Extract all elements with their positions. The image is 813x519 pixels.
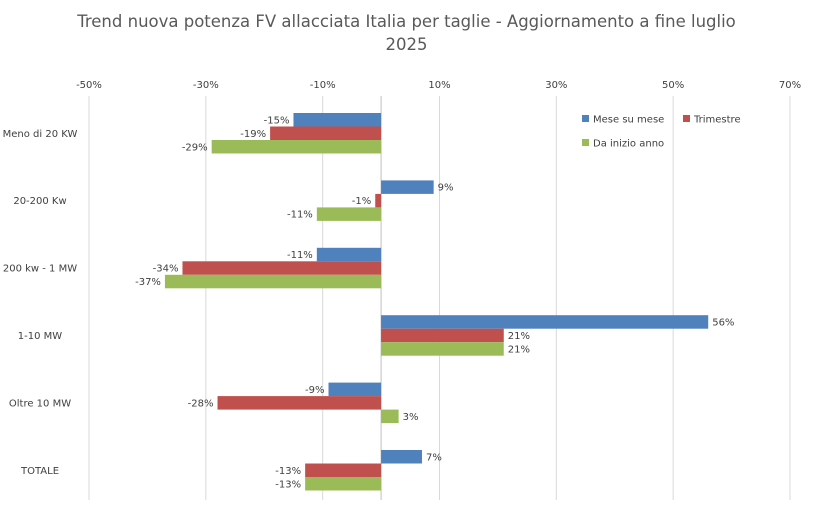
legend-label: Trimestre (693, 115, 741, 126)
data-label: 21% (508, 331, 530, 342)
data-label: 3% (403, 412, 419, 423)
bar (305, 477, 382, 491)
x-tick-label: 50% (662, 80, 684, 91)
bar (316, 247, 382, 262)
bar (270, 126, 382, 140)
data-label: -11% (287, 250, 313, 261)
data-label: 9% (438, 183, 454, 194)
bar (211, 140, 382, 154)
bar (381, 450, 422, 464)
data-label: -15% (264, 115, 290, 126)
legend-swatch (683, 115, 690, 122)
bar (316, 207, 382, 221)
bar (328, 382, 382, 397)
bar (381, 328, 504, 343)
bar (217, 396, 382, 410)
chart-title-line-2: 2025 (385, 35, 428, 54)
data-label: 7% (426, 452, 442, 463)
bar (381, 409, 399, 424)
data-label: -1% (352, 196, 371, 207)
x-tick-label: -30% (193, 80, 219, 91)
bar (164, 274, 382, 289)
x-tick-label: -50% (76, 80, 102, 91)
bar (182, 261, 382, 275)
data-label: 56% (712, 317, 734, 328)
category-label: 1-10 MW (18, 331, 63, 342)
legend-swatch (582, 115, 589, 122)
data-label: -28% (188, 398, 214, 409)
bar (381, 342, 504, 356)
x-tick-label: 70% (779, 80, 801, 91)
category-label: Meno di 20 KW (3, 129, 78, 140)
legend-label: Mese su mese (593, 115, 664, 126)
x-tick-label: 10% (428, 80, 450, 91)
legend-label: Da inizio anno (593, 139, 664, 150)
category-label: Oltre 10 MW (9, 398, 71, 409)
category-label: 20-200 Kw (13, 196, 66, 207)
bar (305, 463, 382, 477)
category-label: TOTALE (20, 466, 59, 477)
category-label: 200 kw - 1 MW (3, 264, 77, 275)
chart-title-line-1: Trend nuova potenza FV allacciata Italia… (77, 12, 736, 31)
bar (381, 315, 709, 329)
data-label: -37% (135, 277, 161, 288)
data-label: -29% (182, 142, 208, 153)
x-tick-label: 30% (545, 80, 567, 91)
bar (381, 180, 434, 194)
data-label: -19% (240, 129, 266, 140)
data-label: -11% (287, 210, 313, 221)
data-label: 21% (508, 344, 530, 355)
legend-swatch (582, 139, 589, 146)
bar (293, 113, 382, 127)
x-tick-label: -10% (310, 80, 336, 91)
data-label: -13% (275, 466, 301, 477)
bar (375, 193, 382, 208)
data-label: -13% (275, 479, 301, 490)
data-label: -34% (153, 264, 179, 275)
data-label: -9% (305, 385, 324, 396)
